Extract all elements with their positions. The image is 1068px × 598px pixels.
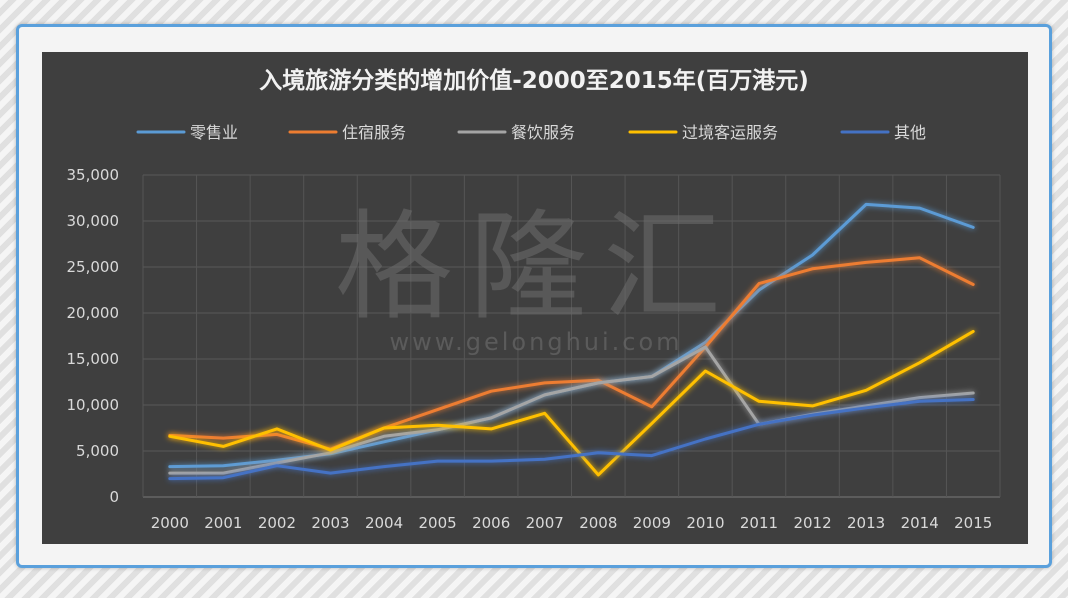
watermark-url: www.gelonghui.com [389,328,682,356]
legend-item: 餐饮服务 [457,123,575,142]
series-line [168,256,975,451]
y-tick-label: 5,000 [76,442,119,460]
x-tick-label: 2011 [740,514,778,532]
watermark-logo: 格隆汇 [335,198,737,336]
legend-item: 其他 [840,123,926,142]
x-tick-label: 2005 [419,514,457,532]
legend-label: 过境客运服务 [682,123,778,142]
series-line [168,398,975,481]
x-tick-label: 2015 [954,514,992,532]
x-tick-label: 2002 [258,514,296,532]
series-line [168,329,975,477]
y-tick-label: 10,000 [67,396,120,414]
x-axis: 2000 2001 2002 2003 2004 2005 2006 2007 2008 2009… [151,514,993,532]
watermark: 格隆汇 www.gelonghui.com [335,198,737,356]
y-tick-label: 25,000 [67,258,120,276]
x-tick-label: 2010 [686,514,724,532]
y-tick-label: 35,000 [67,166,120,184]
legend-item: 零售业 [136,123,238,142]
series-lines [168,202,975,481]
legend-item: 过境客运服务 [628,123,778,142]
legend-label: 住宿服务 [342,123,406,142]
x-tick-label: 2003 [311,514,349,532]
legend: 零售业 住宿服务 餐饮服务 过境客运服务 其他 [136,123,926,142]
x-tick-label: 2006 [472,514,510,532]
x-tick-label: 2014 [901,514,939,532]
chart-title: 入境旅游分类的增加价值-2000至2015年(百万港元) [259,67,809,94]
x-tick-label: 2007 [526,514,564,532]
x-tick-label: 2000 [151,514,189,532]
x-tick-label: 2009 [633,514,671,532]
chart-background [42,52,1028,544]
y-tick-label: 15,000 [67,350,120,368]
legend-label: 零售业 [190,123,238,142]
y-tick-label: 20,000 [67,304,120,322]
y-tick-label: 0 [109,488,119,506]
legend-label: 餐饮服务 [511,123,575,142]
x-tick-label: 2012 [793,514,831,532]
x-tick-label: 2008 [579,514,617,532]
x-tick-label: 2004 [365,514,403,532]
legend-item: 住宿服务 [288,123,406,142]
gridlines [142,174,1001,498]
x-tick-label: 2013 [847,514,885,532]
x-tick-label: 2001 [204,514,242,532]
y-axis: 0 5,000 10,000 15,000 20,000 25,000 30,000 35,0… [67,166,120,506]
y-tick-label: 30,000 [67,212,120,230]
legend-label: 其他 [894,123,926,142]
